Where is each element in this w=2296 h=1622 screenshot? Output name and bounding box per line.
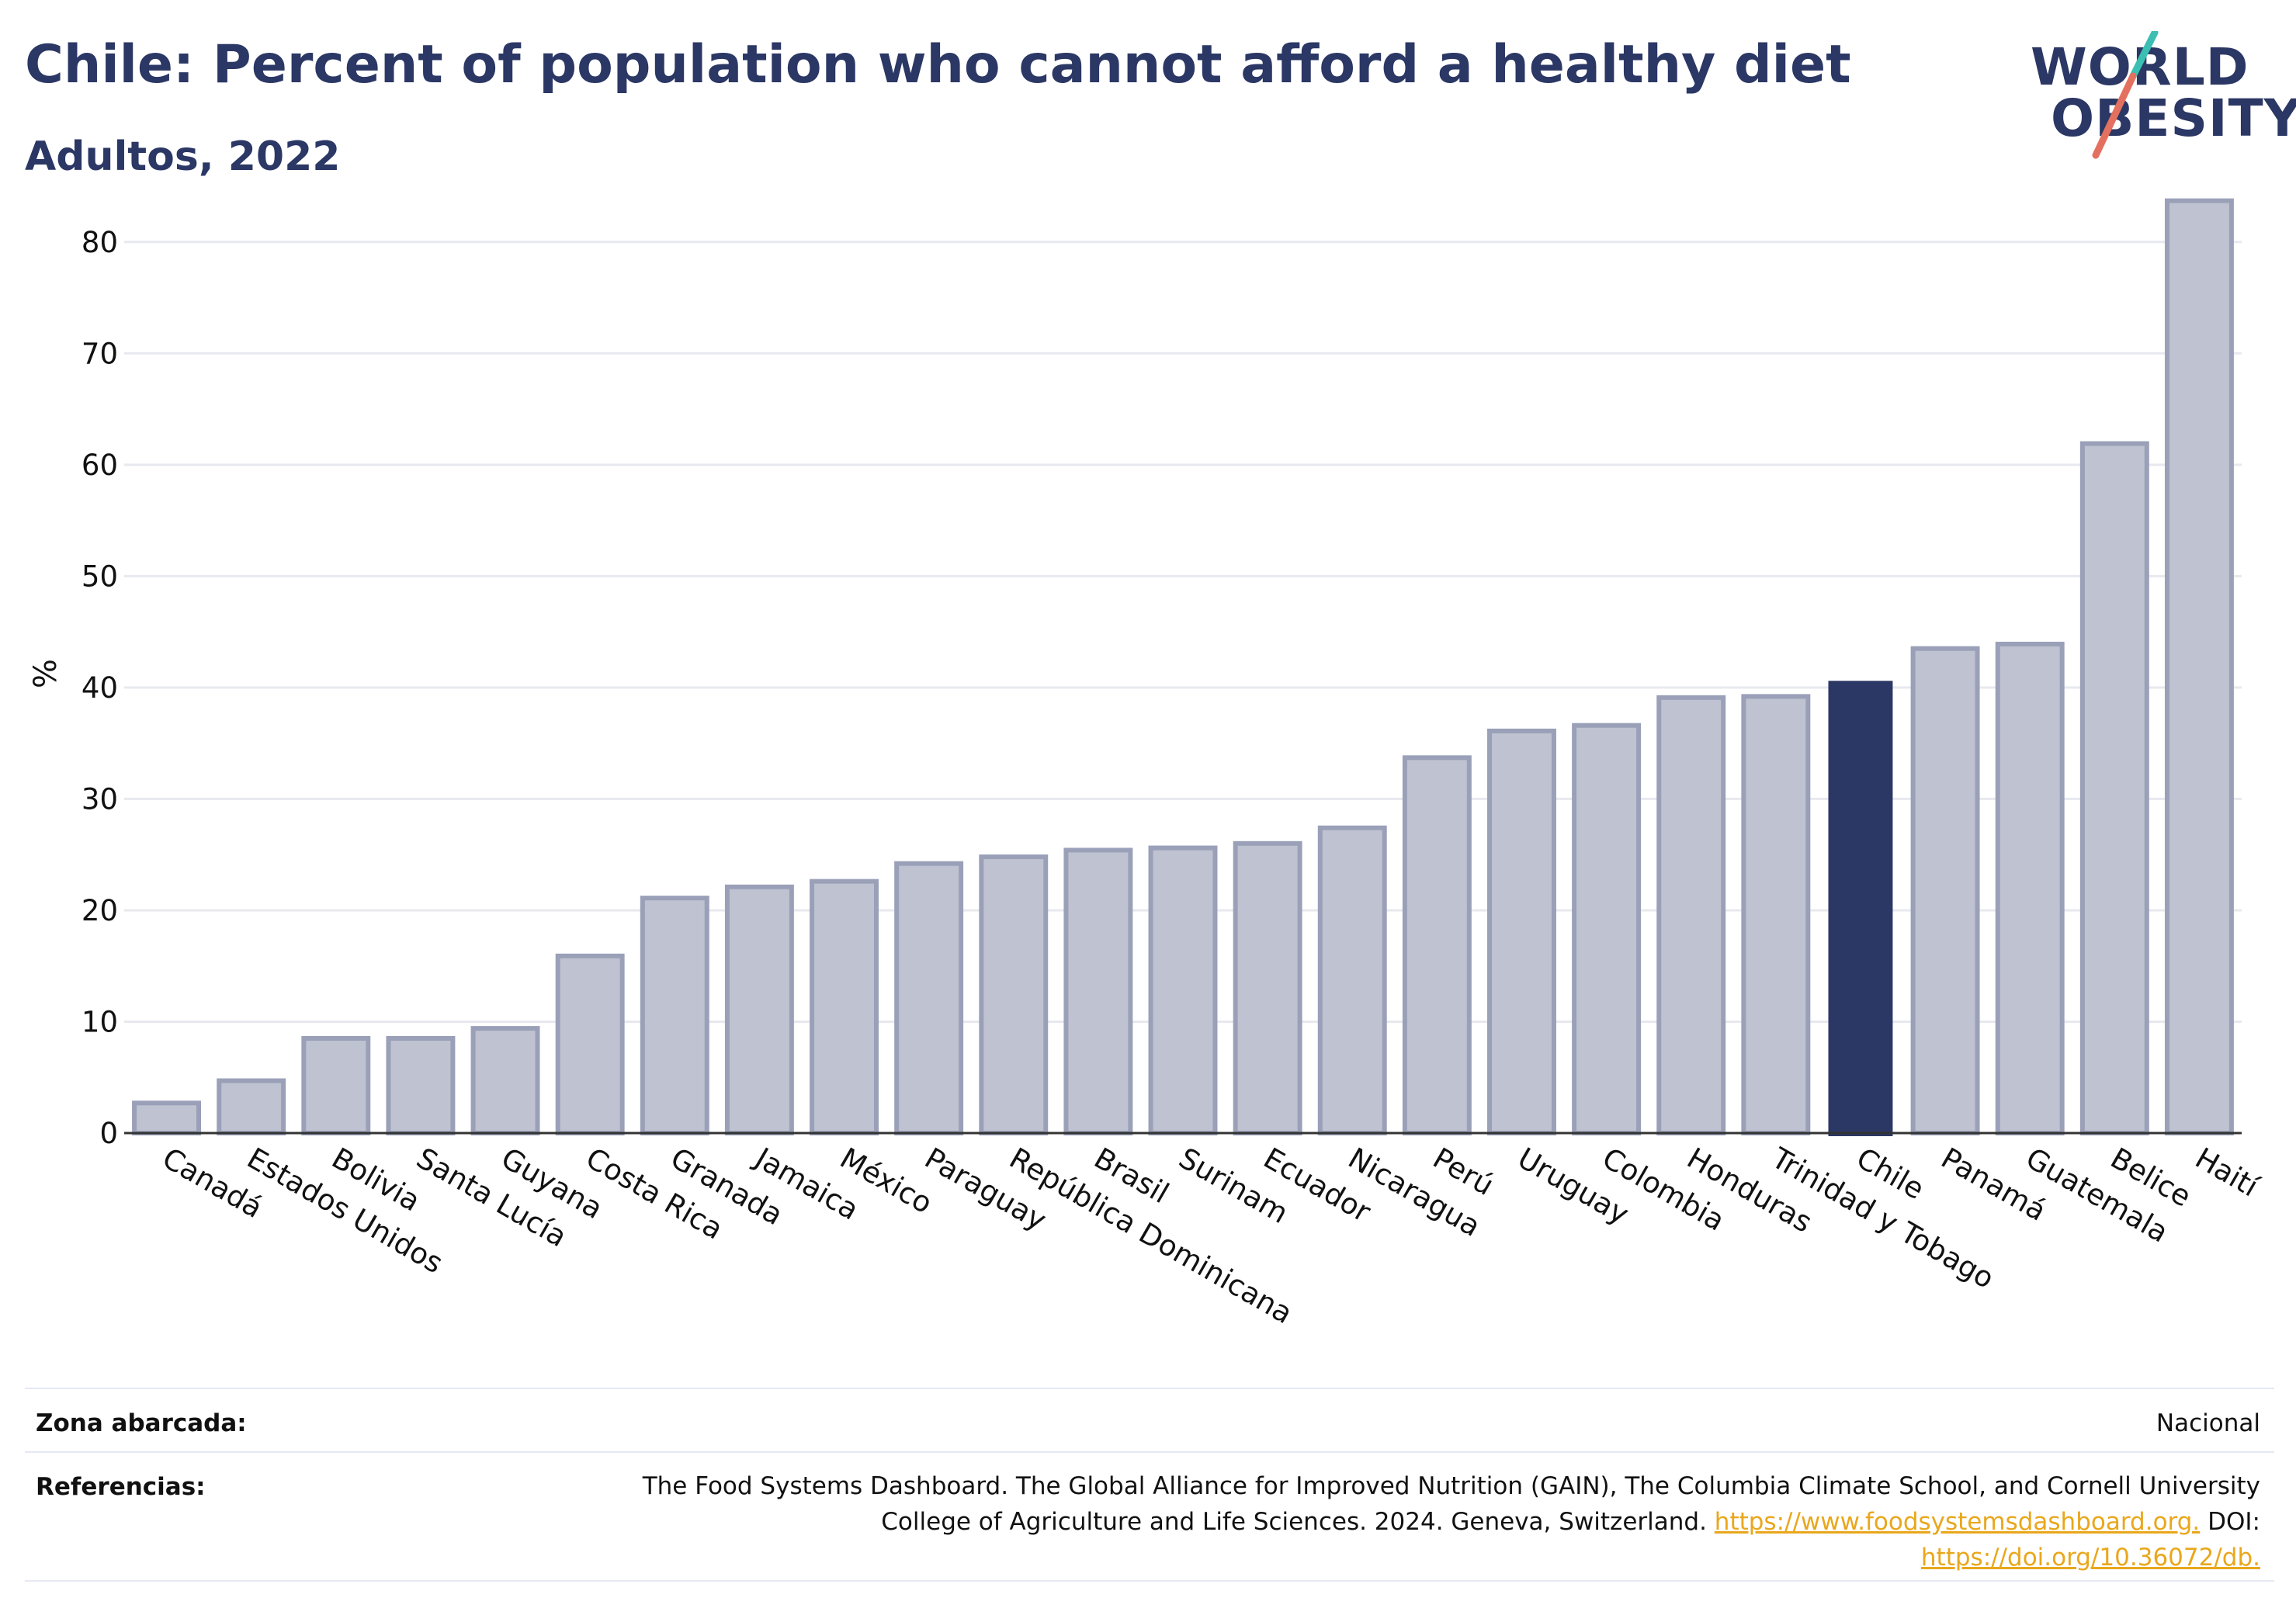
y-tick-label: 20 — [82, 894, 118, 927]
page-subtitle: Adultos, 2022 — [25, 133, 341, 180]
area-value: Nacional — [2156, 1409, 2260, 1437]
y-axis-label: % — [28, 659, 64, 688]
footer-divider-bottom — [25, 1580, 2274, 1582]
bar-república-dominicana — [979, 854, 1049, 1136]
bar-jamaica — [724, 884, 794, 1136]
y-tick-label: 10 — [82, 1005, 118, 1038]
bar-santa-lucía — [386, 1036, 456, 1135]
bar-méxico — [810, 879, 879, 1135]
bar-brasil — [1063, 847, 1133, 1135]
bar-guyana — [470, 1026, 540, 1136]
page-title: Chile: Percent of population who cannot … — [25, 34, 1851, 95]
references-line-3: https://doi.org/10.36072/db. — [475, 1540, 2260, 1575]
bar-guatemala — [1995, 641, 2065, 1135]
y-tick-label: 30 — [82, 782, 118, 816]
bar-costa-rica — [555, 953, 625, 1135]
y-tick-label: 80 — [82, 226, 118, 259]
area-label: Zona abarcada: — [36, 1409, 247, 1437]
references-text: The Food Systems Dashboard. The Global A… — [475, 1468, 2260, 1575]
y-tick-label: 0 — [99, 1117, 118, 1150]
bar-colombia — [1572, 723, 1642, 1135]
bar-nicaragua — [1317, 825, 1387, 1135]
doi-link[interactable]: https://doi.org/10.36072/db. — [1920, 1544, 2260, 1572]
y-axis-ticks: 0 10 20 30 40 50 60 70 80 — [82, 226, 118, 1150]
bar-paraguay — [894, 861, 964, 1135]
bar-perú — [1402, 755, 1472, 1136]
bar-trinidad-y-tobago — [1741, 694, 1811, 1135]
references-label: Referencias: — [36, 1473, 206, 1501]
y-tick-label: 60 — [82, 449, 118, 482]
y-tick-label: 70 — [82, 337, 118, 370]
footer-divider-top — [25, 1388, 2274, 1389]
bar-chile — [1828, 681, 1893, 1136]
world-obesity-logo: WORLD OBESITY — [2003, 31, 2296, 171]
y-tick-label: 50 — [82, 560, 118, 593]
bar-uruguay — [1487, 728, 1556, 1135]
bar-surinam — [1148, 845, 1218, 1135]
bar-panamá — [1910, 646, 1980, 1135]
references-line-2: College of Agriculture and Life Sciences… — [475, 1504, 2260, 1540]
references-line-2-text: College of Agriculture and Life Sciences… — [881, 1508, 1715, 1536]
logo-line-2: OBESITY — [2051, 88, 2296, 148]
bar-honduras — [1656, 695, 1726, 1135]
bar-canadá — [132, 1100, 202, 1136]
footer-divider-middle — [25, 1451, 2274, 1453]
bar-belice — [2079, 441, 2149, 1135]
references-line-1: The Food Systems Dashboard. The Global A… — [642, 1472, 2260, 1500]
bar-estados-unidos — [217, 1078, 286, 1135]
references-doi: DOI: — [2200, 1508, 2260, 1536]
x-tick-label: Haití — [2190, 1142, 2265, 1204]
dashboard-link[interactable]: https://www.foodsystemsdashboard.org. — [1714, 1508, 2201, 1536]
bar-ecuador — [1233, 840, 1302, 1135]
y-tick-label: 40 — [82, 671, 118, 705]
bar-granada — [640, 896, 709, 1135]
bars — [132, 198, 2234, 1136]
logo-slash-icon — [2092, 31, 2159, 159]
bar-haití — [2164, 198, 2234, 1135]
bar-bolivia — [301, 1036, 371, 1135]
